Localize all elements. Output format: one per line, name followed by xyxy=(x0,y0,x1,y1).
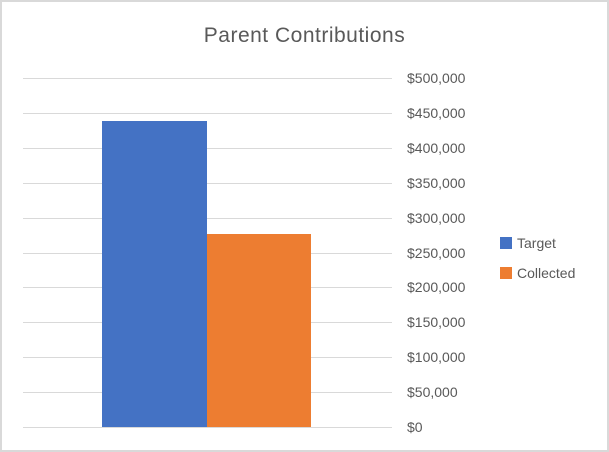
plot-area xyxy=(23,78,392,428)
gridline xyxy=(23,112,392,114)
legend-swatch-collected xyxy=(500,267,512,279)
y-axis-tick-label: $500,000 xyxy=(407,70,466,86)
bar-collected xyxy=(207,234,311,427)
y-axis-tick-label: $400,000 xyxy=(407,139,466,156)
gridline xyxy=(23,427,392,428)
legend-label-target: Target xyxy=(517,235,556,251)
chart-title: Parent Contributions xyxy=(203,24,406,47)
y-axis-tick-label: $0 xyxy=(407,419,423,435)
y-axis-tick-label: $300,000 xyxy=(407,209,466,226)
gridline xyxy=(23,217,392,219)
y-axis-tick-label: $150,000 xyxy=(407,314,466,331)
gridline xyxy=(23,78,392,79)
legend-label-collected: Collected xyxy=(517,265,576,281)
legend-item-collected: Collected xyxy=(500,265,575,281)
bar-target xyxy=(102,121,207,427)
y-axis-tick-label: $250,000 xyxy=(407,244,466,261)
legend-item-target: Target xyxy=(500,235,575,251)
y-axis-tick-label: $50,000 xyxy=(407,384,458,401)
legend-swatch-target xyxy=(500,237,512,249)
legend: Target Collected xyxy=(500,235,575,295)
y-axis-tick-label: $200,000 xyxy=(407,279,466,296)
gridline xyxy=(23,182,392,184)
y-axis-tick-label: $350,000 xyxy=(407,174,466,191)
y-axis-tick-label: $100,000 xyxy=(407,349,466,366)
gridline xyxy=(23,147,392,149)
y-axis-tick-label: $450,000 xyxy=(407,104,466,121)
y-axis-labels: $0 $50,000 $100,000 $150,000 $200,000 $250,00… xyxy=(407,70,497,435)
